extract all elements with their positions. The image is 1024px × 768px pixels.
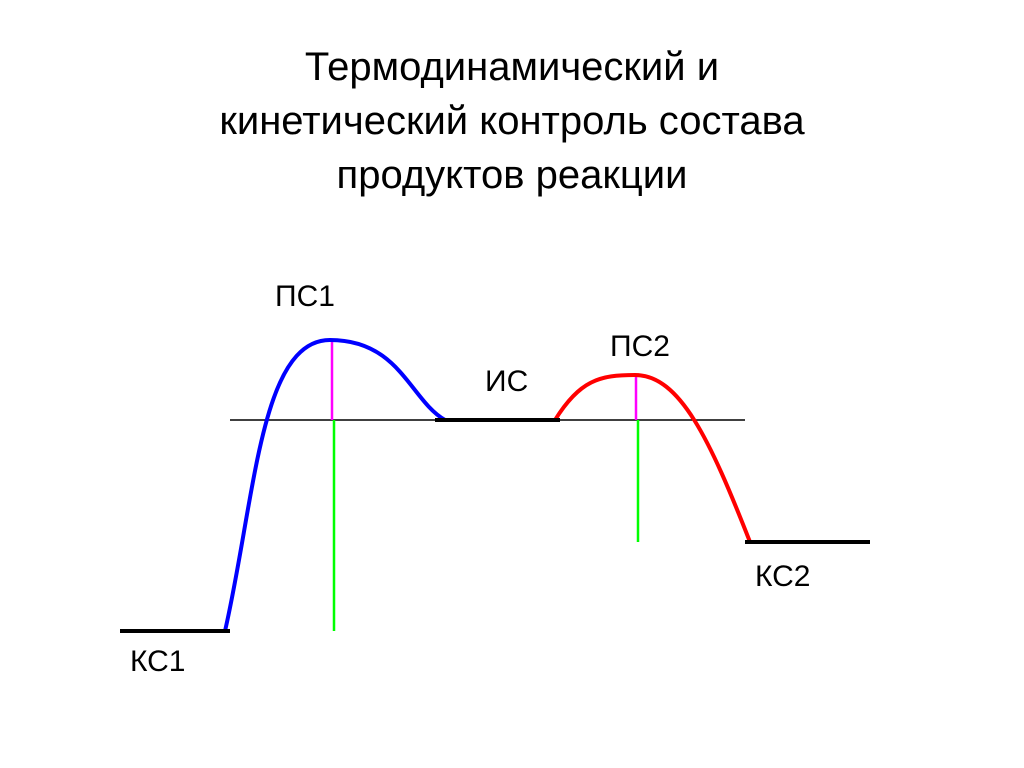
red-curve: [555, 375, 750, 542]
label-ks1: КС1: [130, 645, 186, 679]
label-ps2: ПС2: [610, 330, 670, 364]
title-line-1: Термодинамический и: [0, 40, 1024, 94]
label-is: ИС: [485, 365, 528, 399]
slide-title: Термодинамический и кинетический контрол…: [0, 0, 1024, 202]
label-ps1: ПС1: [275, 280, 335, 314]
energy-diagram: ПС1 ПС2 ИС КС1 КС2: [0, 270, 1024, 720]
title-line-2: кинетический контроль состава: [0, 94, 1024, 148]
title-line-3: продуктов реакции: [0, 148, 1024, 202]
label-ks2: КС2: [755, 560, 811, 594]
